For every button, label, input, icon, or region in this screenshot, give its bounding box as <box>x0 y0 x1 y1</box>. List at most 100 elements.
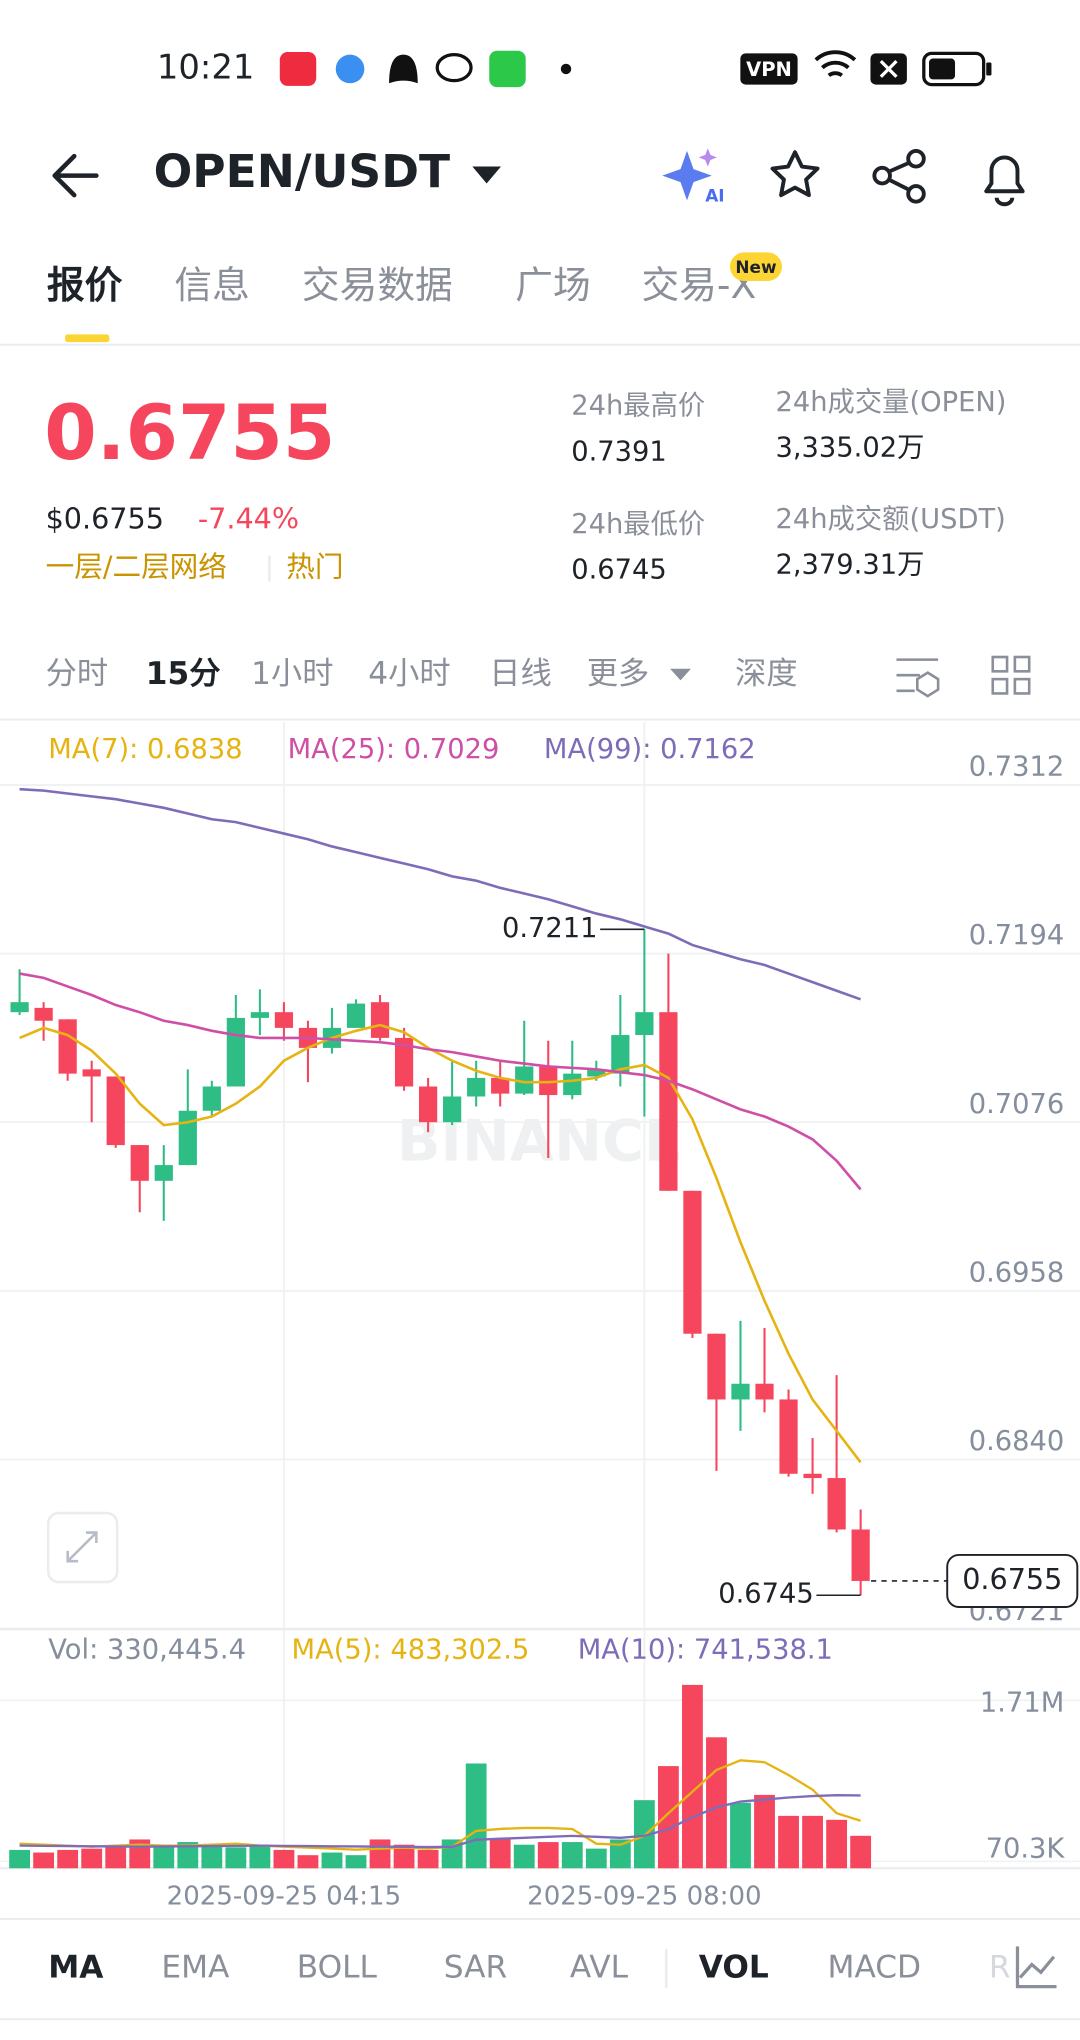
sim-icon <box>879 59 898 78</box>
interval[interactable]: 15分 <box>146 656 221 692</box>
stat-value: 2,379.31万 <box>775 549 924 580</box>
indicator-tab[interactable]: MA <box>48 1949 104 1985</box>
app-icon <box>335 54 365 84</box>
alert-button[interactable] <box>984 155 1025 207</box>
vpn-label: VPN <box>746 58 792 81</box>
candlestick-chart: BINANCE 0.7312 0.7194 0.7076 0.6958 0.6840 0.6… <box>0 722 1080 1911</box>
candle-body <box>130 1145 149 1181</box>
volume-bar <box>513 1844 535 1869</box>
interval[interactable]: 深度 <box>735 656 797 692</box>
volume-bar <box>754 1794 775 1869</box>
low-label: 0.6745 <box>718 1579 814 1610</box>
legend-entry: MA(5): 483,302.5 <box>292 1634 530 1665</box>
volume-bar <box>657 1766 679 1869</box>
volume-bar <box>489 1839 511 1869</box>
dot <box>560 63 572 75</box>
candle-body <box>779 1399 798 1474</box>
tab[interactable]: 交易数据 <box>302 263 453 307</box>
volume-bar <box>33 1852 55 1869</box>
candle-body <box>851 1529 870 1581</box>
stat-value: 3,335.02万 <box>775 432 924 463</box>
app-icon <box>489 50 526 88</box>
pair-dropdown[interactable] <box>472 166 501 184</box>
last-price-label: 0.6755 <box>962 1562 1062 1596</box>
volume-bar <box>778 1815 799 1869</box>
chart-settings-button[interactable] <box>896 658 940 698</box>
indicator-tab[interactable]: BOLL <box>297 1949 378 1985</box>
y-tick-label: 0.7312 <box>969 752 1065 783</box>
ma-line <box>19 787 862 1001</box>
indicator-tab[interactable]: EMA <box>161 1949 230 1985</box>
favorite-button[interactable] <box>770 150 820 198</box>
interval[interactable]: 分时 <box>46 656 108 692</box>
interval[interactable]: 4小时 <box>368 656 450 692</box>
indicator-tab[interactable]: R <box>989 1949 1011 1985</box>
candle-body <box>250 1012 269 1018</box>
active-tab-indicator <box>65 334 110 343</box>
tag[interactable]: 热门 <box>286 550 343 584</box>
indicator-tab[interactable]: MACD <box>828 1949 922 1985</box>
candle-body <box>226 1017 245 1087</box>
indicator-tab[interactable]: VOL <box>699 1949 769 1985</box>
volume-bar <box>633 1800 655 1869</box>
stat-value: 0.6745 <box>571 555 667 586</box>
candle-body <box>10 1002 29 1013</box>
indicator-tab[interactable]: AVL <box>570 1949 629 1985</box>
volume-bar <box>826 1819 848 1869</box>
ma-line <box>19 1023 862 1464</box>
ma-line <box>19 972 862 1191</box>
interval[interactable]: 日线 <box>489 656 551 692</box>
stat-label: 24h最高价 <box>571 391 705 422</box>
volume-bar <box>609 1839 631 1869</box>
layout-button[interactable] <box>991 655 1031 695</box>
volume-title: Vol: 330,445.4 <box>48 1634 246 1665</box>
candle-body <box>587 1069 606 1077</box>
tag[interactable]: 一层/二层网络 <box>46 550 227 584</box>
stat-label: 24h最低价 <box>571 509 705 540</box>
volume-bar <box>585 1848 607 1869</box>
candle-body <box>370 1002 390 1038</box>
volume-bar <box>537 1842 559 1869</box>
volume-bar <box>369 1839 391 1869</box>
battery <box>922 51 986 87</box>
volume-bar <box>249 1844 271 1869</box>
more-dropdown[interactable] <box>670 668 691 681</box>
y-tick-label: 1.71M <box>980 1688 1064 1719</box>
indicator-settings-button[interactable] <box>1015 1946 1057 1989</box>
interval[interactable]: 更多 <box>587 656 649 692</box>
volume-bar <box>177 1842 199 1869</box>
battery-tip <box>986 62 992 76</box>
indicator-tab[interactable]: SAR <box>444 1949 507 1985</box>
pair-title[interactable]: OPEN/USDT <box>154 145 450 198</box>
vpn-badge <box>740 53 798 85</box>
interval[interactable]: 1小时 <box>251 656 333 692</box>
tab[interactable]: 信息 <box>174 263 249 307</box>
stat-value: 0.7391 <box>571 436 667 467</box>
candle-body <box>418 1086 438 1123</box>
wifi-icon <box>814 50 857 78</box>
watermark: BINANCE <box>397 1109 683 1175</box>
app-icon <box>279 52 317 86</box>
candle-body <box>467 1077 486 1097</box>
tab[interactable]: 广场 <box>515 263 590 307</box>
volume-bar <box>393 1844 415 1869</box>
candle-body <box>346 1003 366 1028</box>
candle-body <box>34 1007 53 1021</box>
y-tick-label: 0.7194 <box>969 920 1065 951</box>
ai-icon[interactable] <box>662 150 712 201</box>
app-icon <box>435 53 473 83</box>
y-tick-label: 0.7076 <box>969 1089 1065 1120</box>
last-price: 0.6755 <box>44 389 335 477</box>
share-button[interactable] <box>872 148 926 204</box>
volume-bar <box>561 1842 583 1869</box>
candle-body <box>563 1073 582 1096</box>
tab[interactable]: 报价 <box>47 263 123 307</box>
candle-body <box>659 1012 678 1191</box>
legend-entry: MA(10): 741,538.1 <box>578 1634 833 1665</box>
back-button[interactable] <box>52 153 99 198</box>
high-label: 0.7211 <box>502 913 598 944</box>
volume-bar <box>321 1852 343 1869</box>
stat-label: 24h成交量(OPEN) <box>775 387 1006 418</box>
